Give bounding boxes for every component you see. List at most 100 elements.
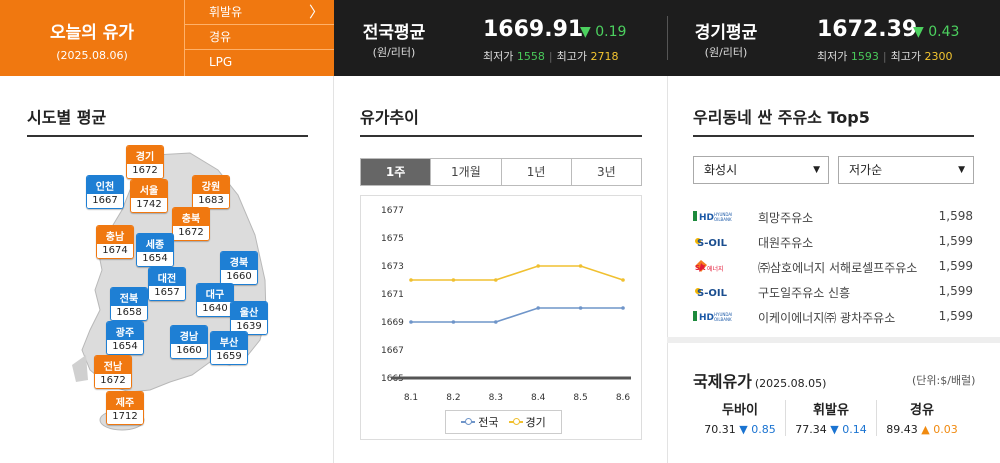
station-row-1[interactable]: HD HYUNDAI OILBANK 희망주유소 1,598 [693, 205, 973, 227]
intl-price-value-row: 70.31 ▼ 0.85 [695, 423, 785, 436]
region-select[interactable]: 화성시 ▼ [693, 156, 829, 184]
fuel-menu-diesel[interactable]: 경유 [185, 25, 334, 50]
region-marker-value: 1658 [111, 306, 147, 320]
y-tick-label: 1677 [381, 206, 404, 216]
region-marker-value: 1672 [95, 374, 131, 388]
section-divider [667, 337, 1000, 343]
fuel-menu-lpg[interactable]: LPG [185, 50, 334, 75]
today-title: 오늘의 유가 [49, 23, 135, 43]
region-marker-value: 1660 [171, 344, 207, 358]
national-max-label: 최고가 [556, 50, 587, 63]
region-marker-16[interactable]: 전남 1672 [94, 355, 132, 389]
national-average-unit: (원/리터) [372, 46, 416, 59]
panel-separator-right [667, 76, 668, 463]
region-marker-7[interactable]: 세종 1654 [136, 233, 174, 267]
station-row-4[interactable]: S-OIL 구도일주유소 신흥 1,599 [693, 280, 973, 302]
region-marker-name: 경남 [171, 326, 207, 344]
top5-title: 우리동네 싼 주유소 Top5 [693, 108, 870, 127]
trend-chart: 16651667166916711673167516778.18.28.38.4… [381, 206, 631, 403]
svg-text:HYUNDAI: HYUNDAI [714, 212, 732, 217]
svg-text:OILBANK: OILBANK [714, 317, 732, 322]
intl-price-value: 89.43 [886, 423, 918, 436]
region-marker-5[interactable]: 충북 1672 [172, 207, 210, 241]
legend-gyeonggi-swatch [508, 418, 523, 425]
station-row-2[interactable]: S-OIL 대원주유소 1,599 [693, 230, 973, 252]
series-line-2 [411, 265, 624, 281]
station-row-5[interactable]: HD HYUNDAI OILBANK 이케이에너지㈜ 광차주유소 1,599 [693, 305, 973, 327]
fuel-menu-gasoline[interactable]: 휘발유 〉 [185, 0, 334, 25]
region-marker-value: 1640 [197, 302, 233, 316]
sort-select[interactable]: 저가순 ▼ [838, 156, 974, 184]
national-min-max: 최저가 1558 | 최고가 2718 [483, 50, 619, 63]
tab-3-years[interactable]: 3년 [571, 159, 641, 185]
data-point-1-6 [621, 306, 625, 310]
region-marker-1[interactable]: 경기 1672 [126, 145, 164, 179]
svg-text:HD: HD [699, 313, 714, 323]
region-marker-17[interactable]: 제주 1712 [106, 391, 144, 425]
top-divider [667, 16, 668, 60]
intl-price-name: 두바이 [722, 403, 758, 418]
intl-separator [876, 400, 877, 436]
region-marker-14[interactable]: 경남 1660 [170, 325, 208, 359]
svg-text:HD: HD [699, 213, 714, 223]
intl-price-name: 휘발유 [813, 403, 849, 418]
region-marker-value: 1654 [137, 252, 173, 266]
station-name: 희망주유소 [758, 211, 814, 225]
region-marker-9[interactable]: 대전 1657 [148, 267, 186, 301]
region-marker-value: 1659 [211, 350, 247, 364]
intl-price-value: 70.31 [704, 423, 736, 436]
gyeonggi-max-label: 최고가 [890, 50, 921, 63]
gyeonggi-min-value: 1593 [850, 50, 879, 63]
region-marker-3[interactable]: 서울 1742 [130, 179, 168, 213]
region-marker-10[interactable]: 전북 1658 [110, 287, 148, 321]
intl-price-value-row: 89.43 ▲ 0.03 [877, 423, 967, 436]
region-marker-name: 부산 [211, 332, 247, 350]
station-price: 1,599 [938, 309, 973, 323]
intl-separator [785, 400, 786, 436]
legend-gyeonggi[interactable]: 경기 [508, 414, 546, 430]
gyeonggi-average-unit: (원/리터) [704, 46, 748, 59]
region-marker-2[interactable]: 인천 1667 [86, 175, 124, 209]
tab-1-year[interactable]: 1년 [501, 159, 572, 185]
region-marker-value: 1742 [131, 198, 167, 212]
gyeonggi-average-label: 경기평균 [694, 23, 758, 43]
region-marker-11[interactable]: 대구 1640 [196, 283, 234, 317]
region-marker-15[interactable]: 부산 1659 [210, 331, 248, 365]
region-marker-name: 전남 [95, 356, 131, 374]
station-row-3[interactable]: SK 에너지 ㈜삼호에너지 서해로셀프주유소 1,599 [693, 255, 973, 277]
tab-1-month[interactable]: 1개월 [431, 159, 502, 185]
region-marker-13[interactable]: 광주 1654 [106, 321, 144, 355]
y-tick-label: 1671 [381, 290, 404, 300]
region-marker-name: 인천 [87, 176, 123, 194]
region-marker-name: 경기 [127, 146, 163, 164]
x-tick-label: 8.6 [616, 393, 631, 403]
data-point-1-1 [409, 320, 413, 324]
intl-price-value: 77.34 [795, 423, 827, 436]
data-point-2-1 [409, 278, 413, 282]
region-marker-name: 강원 [193, 176, 229, 194]
region-marker-12[interactable]: 울산 1639 [230, 301, 268, 335]
region-marker-4[interactable]: 강원 1683 [192, 175, 230, 209]
y-tick-label: 1673 [381, 262, 404, 272]
chart-legend: 전국 경기 [445, 410, 562, 434]
gyeonggi-average: 경기평균 (원/리터) 1672.39 ▼ 0.43 최저가 1593 | 최고가 … [676, 0, 976, 76]
svg-text:S-OIL: S-OIL [697, 238, 728, 248]
legend-national[interactable]: 전국 [461, 414, 499, 430]
tab-1-week[interactable]: 1주 [361, 159, 432, 185]
x-tick-label: 8.4 [531, 393, 546, 403]
national-min-value: 1558 [516, 50, 545, 63]
intl-price-name: 경유 [910, 403, 934, 418]
gyeonggi-max-value: 2300 [924, 50, 953, 63]
data-point-1-2 [451, 320, 456, 324]
intl-price-3: 경유 89.43 ▲ 0.03 [877, 399, 967, 436]
hd-oilbank-logo: HD HYUNDAI OILBANK [693, 309, 737, 323]
svg-text:HYUNDAI: HYUNDAI [714, 312, 732, 317]
region-marker-value: 1672 [127, 164, 163, 178]
region-marker-8[interactable]: 경북 1660 [220, 251, 258, 285]
region-marker-value: 1657 [149, 286, 185, 300]
region-marker-6[interactable]: 충남 1674 [96, 225, 134, 259]
station-name: 이케이에너지㈜ 광차주유소 [758, 311, 896, 325]
fuel-menu-diesel-label: 경유 [209, 30, 232, 44]
region-marker-value: 1660 [221, 270, 257, 284]
region-marker-name: 경북 [221, 252, 257, 270]
